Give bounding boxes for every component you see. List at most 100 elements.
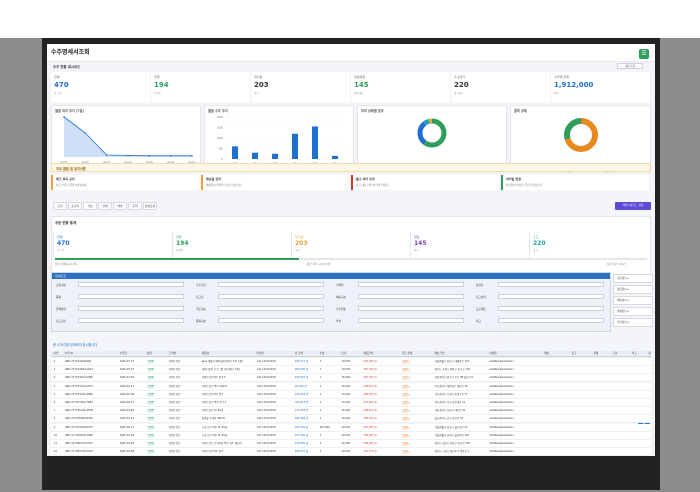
menu-icon[interactable]: ☰ [639,49,649,59]
form-input[interactable] [78,318,184,323]
bar [292,133,298,159]
form-input[interactable] [78,294,184,299]
toolbar-button[interactable]: 엑셀 [113,202,127,210]
toolbar-button[interactable]: 상세조회 [143,202,157,210]
column-header[interactable]: 수량 [319,352,325,355]
form-input[interactable] [358,306,464,311]
form-input[interactable] [78,282,184,287]
table-row[interactable]: 1 ORD-177512208-964 2025-03-07 진행중 하이트진로 Java… [51,358,651,366]
alert-card[interactable]: 배송일 임박 배송일이 임박한 주문이 있습니다 [201,175,349,190]
column-header[interactable]: 총 금액 [294,352,303,355]
column-header[interactable]: 연락처 [256,352,264,355]
excel-settings-button[interactable]: 엑셀 다운로드 설정 [615,202,651,210]
column-header[interactable]: 주문 상태 [401,352,413,355]
table-cell: 3 [319,360,322,363]
side-button[interactable]: 결제정보 ▸ [613,307,653,316]
status-badge: 진행중 [146,392,155,397]
table-cell: 010-1234-5678 [256,409,276,413]
column-header[interactable]: 배송 주소 [434,352,445,355]
column-header[interactable]: 구분 [612,352,618,355]
form-input[interactable] [358,282,464,287]
column-header[interactable]: 비고 [631,352,637,355]
column-header[interactable]: 배송 [544,352,549,355]
toolbar-button[interactable]: 초기화 [68,202,82,210]
form-input[interactable] [358,294,464,299]
side-button[interactable]: 기본정보 ▸ [613,274,653,283]
column-header[interactable]: 수주 ID [64,352,74,355]
data-point [105,154,108,156]
column-header[interactable]: 단가 [341,352,347,355]
table-row[interactable]: 11 ORD-177482760-5552 2025-04-04 진행중 하이트진로 하이… [51,440,651,448]
status-badge: 진행중 [146,450,155,455]
toolbar-button[interactable]: 조회 [53,202,67,210]
table-cell: dasfkan@example.c [489,376,515,380]
form-input[interactable] [218,306,324,311]
column-header[interactable]: 제품금액 [363,352,373,355]
form-label: 출고지 [196,295,204,299]
form-label: 거래처 [336,283,344,287]
form-label: 배송구분 [336,295,346,299]
alert-desc: 재고 부족 품목을 확인하세요 [56,184,88,187]
column-header[interactable]: 고객명 [168,352,176,355]
table-row[interactable]: 2 ORD-177512844-2644 2025-05-07 진행중 하이트진로 데이터… [51,366,651,375]
table-cell: 하이트진로 [168,368,181,372]
stat-card: 대기중 203 대기 [291,232,409,258]
side-button[interactable]: 배송정보 ▸ [613,296,653,305]
table-row[interactable]: 10 ORD-177449540-1998 2025-03-16 진행중 하이트진로 고급… [51,431,651,440]
form-input[interactable] [78,306,184,311]
status-badge: 진행중 [146,368,155,373]
table-cell: ORD-177478280-8760 [64,417,93,421]
tick-label: 2000 [217,116,224,119]
table-cell: 465,590 원 [363,392,377,396]
form-input[interactable] [218,318,324,323]
column-header[interactable]: 수주일 [119,352,127,355]
table-cell: 010-1234-5678 [256,360,276,363]
side-button[interactable]: 기타정보 ▸ [613,318,653,327]
form-input[interactable] [218,294,324,299]
column-header[interactable]: 순번 [53,352,59,355]
table-cell: 449,810 원 [363,384,377,388]
form-input[interactable] [498,306,604,311]
form-input[interactable] [498,294,604,299]
table-cell: 10,000 [341,384,351,388]
table-cell: dasfkan@example.c [489,442,515,445]
column-header[interactable]: 결제 [593,352,599,355]
alert-card[interactable]: 재고 부족 공지 재고 부족 품목을 확인하세요 [51,175,199,190]
chart-monthly-orders: 월별 수주 추이 05001000150020001월2월3월4월5월6월 [204,105,354,171]
table-cell: ORD-177449540-1998 [64,433,93,437]
table-row[interactable]: 6 ORD-177477692-7983 2025-06-27 진행중 하이트진로 하이트… [51,399,651,407]
kpi-value: 220 [454,81,469,89]
table-row[interactable]: 12 ORD-177483748-1414 2025-04-08 진행중 하이트진로 하이… [51,448,651,456]
refresh-button[interactable]: 새로고침 [617,63,643,69]
form-input[interactable] [498,318,604,323]
form-input[interactable] [218,282,324,287]
table-row[interactable]: 9 ORD-177479290-9753 2025-06-11 진행중 하이트진로 고급 … [51,423,651,432]
tick-label: 04-01 [61,161,68,164]
column-header[interactable]: 상태 [146,352,152,355]
table-row[interactable]: 5 ORD-177513201-9898 2025-05-08 진행중 하이트진로 하이트… [51,390,651,399]
table-cell: 고급 진로 맥주 2L 8mg [201,425,228,429]
toolbar-button[interactable]: 저장 [83,202,97,210]
alert-desc: 출고 대기 건을 처리해 주세요 [356,184,388,187]
table-row[interactable]: 4 ORD-177513154-2223 2025-04-27 진행중 하이트진로 하이트… [51,382,651,391]
table-row[interactable]: 8 ORD-177478280-8760 2025-04-21 진행중 하이트진로 참이슬… [51,415,651,424]
toolbar-button[interactable]: 출력 [128,202,142,210]
table-row[interactable]: 7 ORD-177531036-4558 2025-04-29 진행중 하이트진로 하이트… [51,407,651,416]
alert-title: 출고 처리 안내 [356,177,375,181]
bar [332,155,338,159]
alert-card[interactable]: 처리일 변경 처리일이 변경된 주문이 있습니다 [501,175,649,190]
column-header[interactable]: 이메일 [489,352,497,355]
column-header[interactable]: 출고 [571,352,577,355]
table-row[interactable]: 3 ORD-177514254-9086 2025-04-05 진행중 하이트진로 하이트… [51,374,651,383]
toolbar-button[interactable]: 인쇄 [98,202,112,210]
state-badge: 출고 [401,384,410,389]
table-cell: 하이트진로맥주 캔 2 [201,392,224,396]
side-button[interactable]: 상품정보 ▸ [613,285,653,294]
column-header[interactable]: 제품명 [201,352,209,355]
form-input[interactable] [498,282,604,287]
table-cell: dasfkan@example.c [489,417,515,421]
kpi-card: 전체 470 총 건수 [51,72,151,102]
form-input[interactable] [358,318,464,323]
table-cell: 하이트진로 [168,425,181,429]
